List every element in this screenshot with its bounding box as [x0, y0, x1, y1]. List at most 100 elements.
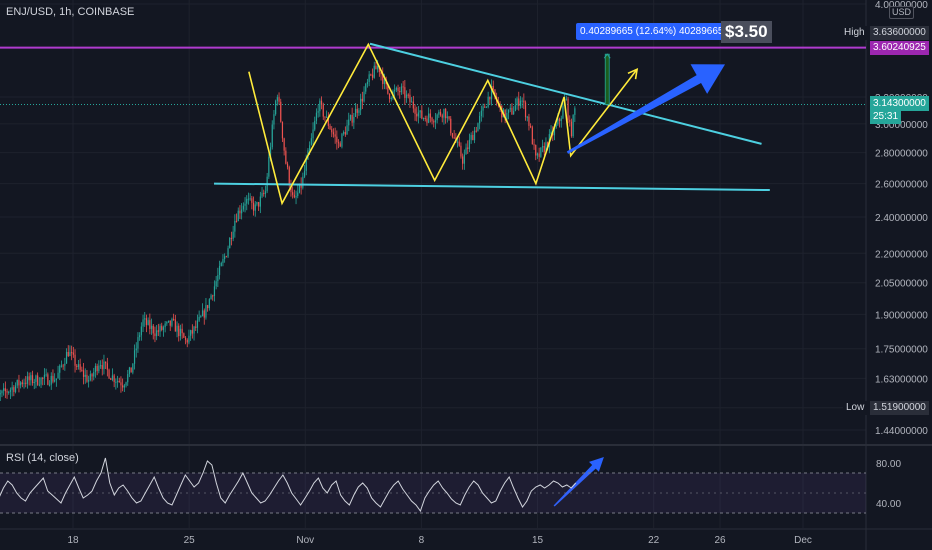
candle-body — [26, 376, 29, 384]
candle-body — [414, 108, 416, 114]
zigzag-pattern — [248, 42, 638, 206]
candle-body — [145, 318, 148, 325]
candle-body — [405, 94, 408, 98]
candle-body — [147, 320, 149, 325]
candle-body — [218, 265, 221, 275]
candle-body — [115, 381, 117, 383]
candle-body — [422, 118, 425, 120]
candle-body — [421, 110, 423, 119]
candle-body — [541, 145, 544, 148]
candle-body — [59, 365, 61, 373]
time-tick-label: 15 — [532, 535, 544, 546]
time-tick-label: 25 — [184, 535, 196, 546]
candle-body — [378, 66, 380, 73]
candle-body — [382, 74, 384, 84]
symbol-header[interactable]: ENJ/USD, 1h, COINBASE — [6, 6, 135, 18]
candle-body — [504, 109, 506, 120]
rsi-indicator-label[interactable]: RSI (14, close) — [6, 452, 79, 464]
candle-body — [521, 100, 523, 102]
candle-body — [196, 320, 199, 328]
candle-body — [329, 125, 331, 130]
candle-body — [33, 382, 35, 384]
candle-body — [88, 379, 90, 382]
candle-body — [157, 330, 159, 332]
time-tick-label: 22 — [648, 535, 660, 546]
candle-body — [484, 106, 486, 108]
candle-body — [167, 320, 170, 322]
candle-body — [256, 202, 258, 205]
candle-body — [380, 72, 382, 75]
candle-body — [327, 116, 329, 126]
price-axis[interactable]: 1.44000000 1.63000000 1.75000000 1.90000000… — [875, 0, 928, 437]
candle-body — [276, 97, 278, 101]
candle-body — [558, 118, 561, 122]
candle-body — [278, 97, 280, 102]
candle-body — [524, 102, 527, 117]
candle-body — [494, 89, 496, 97]
candle-body — [11, 387, 13, 390]
candle-body — [438, 111, 440, 115]
candle-body — [407, 94, 409, 96]
candle-body — [565, 98, 567, 100]
candle-body — [89, 374, 91, 380]
candle-body — [69, 352, 71, 357]
candle-body — [402, 86, 404, 88]
candle-body — [394, 90, 396, 92]
candle-body — [462, 156, 464, 164]
candle-body — [71, 352, 73, 354]
candle-body — [339, 143, 341, 147]
candle-body — [317, 111, 319, 113]
candle-body — [516, 98, 518, 106]
candle-body — [511, 107, 513, 115]
high-value: 3.63600000 — [870, 26, 929, 40]
candle-body — [567, 98, 569, 120]
candle-body — [445, 108, 447, 119]
candle-body — [322, 104, 324, 117]
candle-body — [35, 375, 37, 383]
candle-body — [193, 326, 195, 334]
candle-body — [429, 113, 431, 118]
candle-body — [217, 274, 219, 282]
candle-body — [341, 133, 343, 147]
candle-body — [292, 192, 294, 195]
candle-body — [37, 375, 39, 385]
time-tick-label: 26 — [714, 535, 726, 546]
candle-body — [264, 191, 267, 194]
price-tick-label: 1.63000000 — [875, 374, 928, 385]
candle-body — [200, 316, 202, 318]
candle-body — [86, 374, 88, 382]
candle-body — [538, 153, 540, 157]
candle-body — [21, 382, 23, 384]
candle-body — [79, 364, 81, 370]
candle-body — [365, 84, 367, 92]
candle-body — [518, 98, 520, 106]
time-axis[interactable]: 18 25 Nov 8 15 22 26 Dec — [67, 535, 811, 546]
candle-body — [456, 141, 459, 143]
candle-body — [507, 109, 510, 113]
candle-body — [184, 337, 187, 340]
candle-body — [409, 94, 411, 103]
candle-body — [8, 391, 10, 393]
candle-body — [244, 203, 246, 206]
candle-body — [4, 388, 6, 392]
candle-body — [354, 108, 357, 117]
candle-body — [227, 248, 229, 257]
time-tick-label: Dec — [794, 535, 812, 546]
candle-body — [286, 163, 289, 168]
price-tick-label: 2.20000000 — [875, 249, 928, 260]
candle-body — [45, 374, 47, 376]
candle-body — [144, 318, 146, 320]
candle-body — [108, 369, 110, 379]
currency-label[interactable]: USD — [889, 6, 915, 19]
candle-body — [74, 354, 76, 366]
price-tick-label: 1.90000000 — [875, 310, 928, 321]
candle-body — [48, 384, 51, 386]
lower-trendline — [214, 182, 770, 192]
candle-body — [224, 256, 226, 259]
candle-body — [434, 120, 437, 123]
candle-body — [356, 108, 358, 113]
candle-body — [235, 220, 238, 222]
candle-body — [477, 123, 479, 132]
candle-body — [251, 198, 253, 203]
